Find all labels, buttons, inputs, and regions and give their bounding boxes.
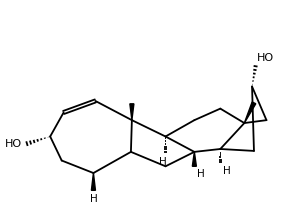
Polygon shape xyxy=(244,102,256,123)
Polygon shape xyxy=(130,104,134,120)
Text: H: H xyxy=(223,166,230,176)
Text: H: H xyxy=(159,157,167,167)
Text: H: H xyxy=(90,194,97,204)
Text: HO: HO xyxy=(257,53,274,63)
Polygon shape xyxy=(192,152,197,166)
Text: H: H xyxy=(197,169,204,179)
Polygon shape xyxy=(92,173,95,190)
Text: HO: HO xyxy=(4,139,22,149)
